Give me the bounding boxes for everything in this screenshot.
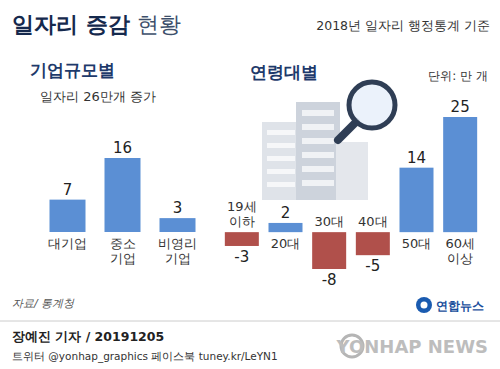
- bar: [269, 223, 303, 232]
- bar: [356, 232, 390, 255]
- title: 일자리 증감 현황: [12, 12, 181, 37]
- panel-subtitle: 단위: 만 개: [428, 69, 488, 83]
- illustration: [262, 82, 395, 200]
- logo-text: 연합뉴스: [436, 299, 484, 313]
- data-label: 7: [63, 181, 73, 199]
- category-label-line: 30대: [314, 214, 344, 229]
- building: [262, 122, 300, 200]
- category-label-line: 20대: [271, 236, 301, 251]
- window: [302, 138, 334, 144]
- bar: [105, 158, 141, 232]
- window: [267, 156, 295, 161]
- logo-mark: [416, 297, 432, 313]
- category-label-line: 비영리: [158, 236, 197, 251]
- magnifier-handle: [338, 122, 356, 140]
- title-light: 현황: [137, 12, 181, 37]
- category-label: 19세이하: [227, 199, 257, 229]
- watermark: YONHAP NEWS: [336, 336, 488, 357]
- panel-title: 기업규모별: [30, 60, 115, 80]
- bar: [312, 232, 346, 269]
- category-label-line: 40대: [358, 214, 388, 229]
- title-main: 일자리 증감: [12, 12, 130, 37]
- data-label: 14: [407, 149, 426, 167]
- bars: [50, 158, 196, 232]
- logo-mark-inner: [421, 302, 428, 309]
- social: 트위터 @yonhap_graphics 페이스북 tuney.kr/LeYN1: [12, 350, 278, 363]
- category-label-line: 19세: [227, 199, 257, 214]
- data-label: -5: [365, 257, 380, 275]
- bar: [443, 117, 477, 232]
- byline: 장예진 기자 / 20191205: [12, 329, 164, 344]
- basis-note: 2018년 일자리 행정통계 기준: [316, 18, 490, 33]
- category-label: 50대: [402, 236, 432, 251]
- window: [267, 130, 295, 135]
- category-label-line: 기업: [165, 251, 191, 266]
- panel-subtitle: 일자리 26만개 증가: [40, 89, 156, 104]
- window: [302, 152, 334, 158]
- category-label: 비영리기업: [158, 236, 197, 266]
- bar: [50, 200, 86, 232]
- data-label: -3: [234, 248, 249, 266]
- window: [302, 166, 334, 172]
- data-label: 3: [173, 199, 183, 217]
- category-label-line: 이하: [229, 214, 255, 229]
- bars: [225, 117, 477, 269]
- category-label: 30대: [314, 214, 344, 229]
- data-label: 16: [113, 139, 132, 157]
- infographic: 일자리 증감 현황 2018년 일자리 행정통계 기준기업규모별일자리 26만개 증…: [0, 0, 500, 369]
- category-label-line: 50대: [402, 236, 432, 251]
- category-label: 20대: [271, 236, 301, 251]
- category-label-line: 중소: [110, 236, 136, 251]
- bar: [160, 218, 196, 232]
- window: [267, 182, 295, 187]
- building: [336, 142, 368, 200]
- category-label-line: 대기업: [48, 236, 87, 251]
- data-label: -8: [322, 271, 337, 289]
- bar: [225, 232, 259, 246]
- window: [302, 124, 334, 130]
- labels: -3 19세이하 2 20대 -8 30대 -5 40대 14 50대 25 60세이상: [227, 98, 475, 289]
- category-label-line: 이상: [447, 251, 473, 266]
- labels: 7대기업16중소기업3비영리기업: [48, 139, 197, 266]
- data-label: 2: [281, 204, 291, 222]
- magnifier: [349, 82, 395, 128]
- source: 자료/ 통계청: [12, 297, 75, 310]
- background: [0, 0, 500, 369]
- category-label-line: 기업: [110, 251, 136, 266]
- window: [302, 110, 334, 116]
- category-label: 60세이상: [445, 236, 475, 266]
- window: [267, 143, 295, 148]
- window: [267, 169, 295, 174]
- panel-title: 연령대별: [250, 62, 318, 82]
- category-label: 40대: [358, 214, 388, 229]
- category-label: 대기업: [48, 236, 87, 251]
- category-label-line: 60세: [445, 236, 475, 251]
- separator: [0, 321, 500, 322]
- data-label: 25: [451, 98, 470, 116]
- bar: [400, 168, 434, 232]
- building: [296, 102, 340, 200]
- category-label: 중소기업: [110, 236, 136, 266]
- window: [302, 180, 334, 186]
